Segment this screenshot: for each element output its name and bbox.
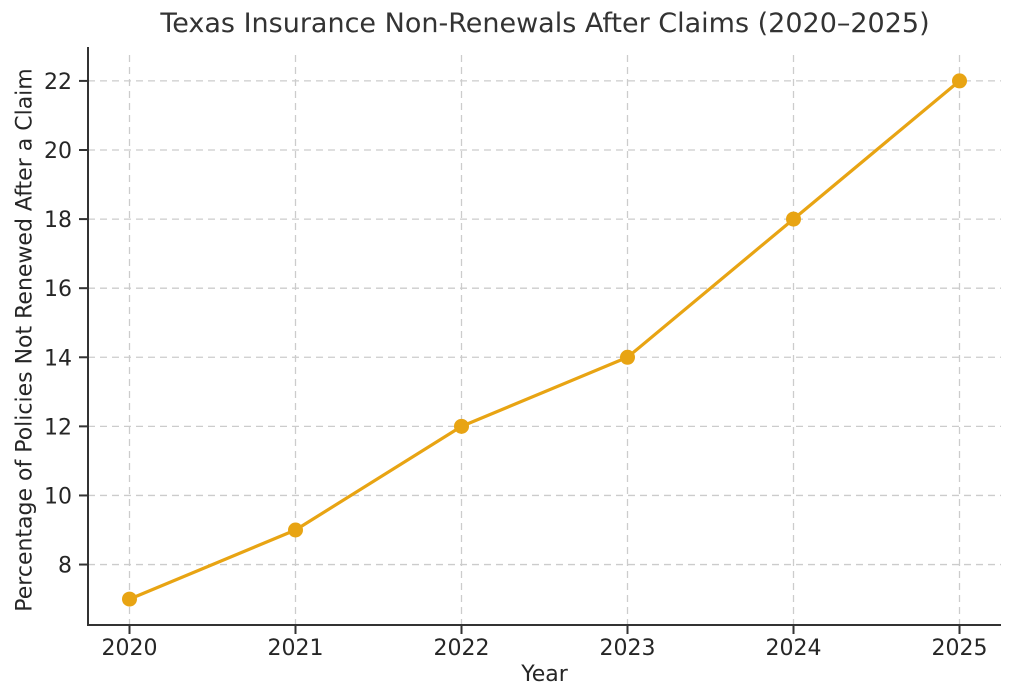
data-point xyxy=(288,522,303,538)
data-point xyxy=(454,418,469,434)
series-line xyxy=(127,79,962,601)
y-tick-label: 10 xyxy=(44,484,72,509)
y-tick-label: 22 xyxy=(44,70,72,95)
y-tick-label: 16 xyxy=(44,277,72,302)
y-tick-label: 18 xyxy=(44,208,72,233)
data-point xyxy=(952,73,967,89)
x-tick-label: 2022 xyxy=(434,636,490,661)
data-point xyxy=(620,349,635,365)
y-tick-label: 20 xyxy=(44,139,72,164)
x-tick-label: 2025 xyxy=(932,636,988,661)
y-tick-label: 14 xyxy=(44,346,72,371)
x-tick-label: 2021 xyxy=(268,636,324,661)
data-point xyxy=(122,591,137,607)
data-point xyxy=(786,211,801,227)
data-series-layer xyxy=(122,73,967,607)
grid-layer xyxy=(88,55,1001,625)
chart-title: Texas Insurance Non-Renewals After Claim… xyxy=(160,8,930,39)
y-tick-label: 8 xyxy=(58,554,72,579)
axis-layer xyxy=(79,47,1001,634)
x-axis-label: Year xyxy=(521,662,568,687)
y-tick-label: 12 xyxy=(44,415,72,440)
x-tick-label: 2023 xyxy=(600,636,656,661)
y-axis-label: Percentage of Policies Not Renewed After… xyxy=(12,68,38,612)
x-tick-label: 2024 xyxy=(766,636,822,661)
x-tick-label: 2020 xyxy=(102,636,158,661)
